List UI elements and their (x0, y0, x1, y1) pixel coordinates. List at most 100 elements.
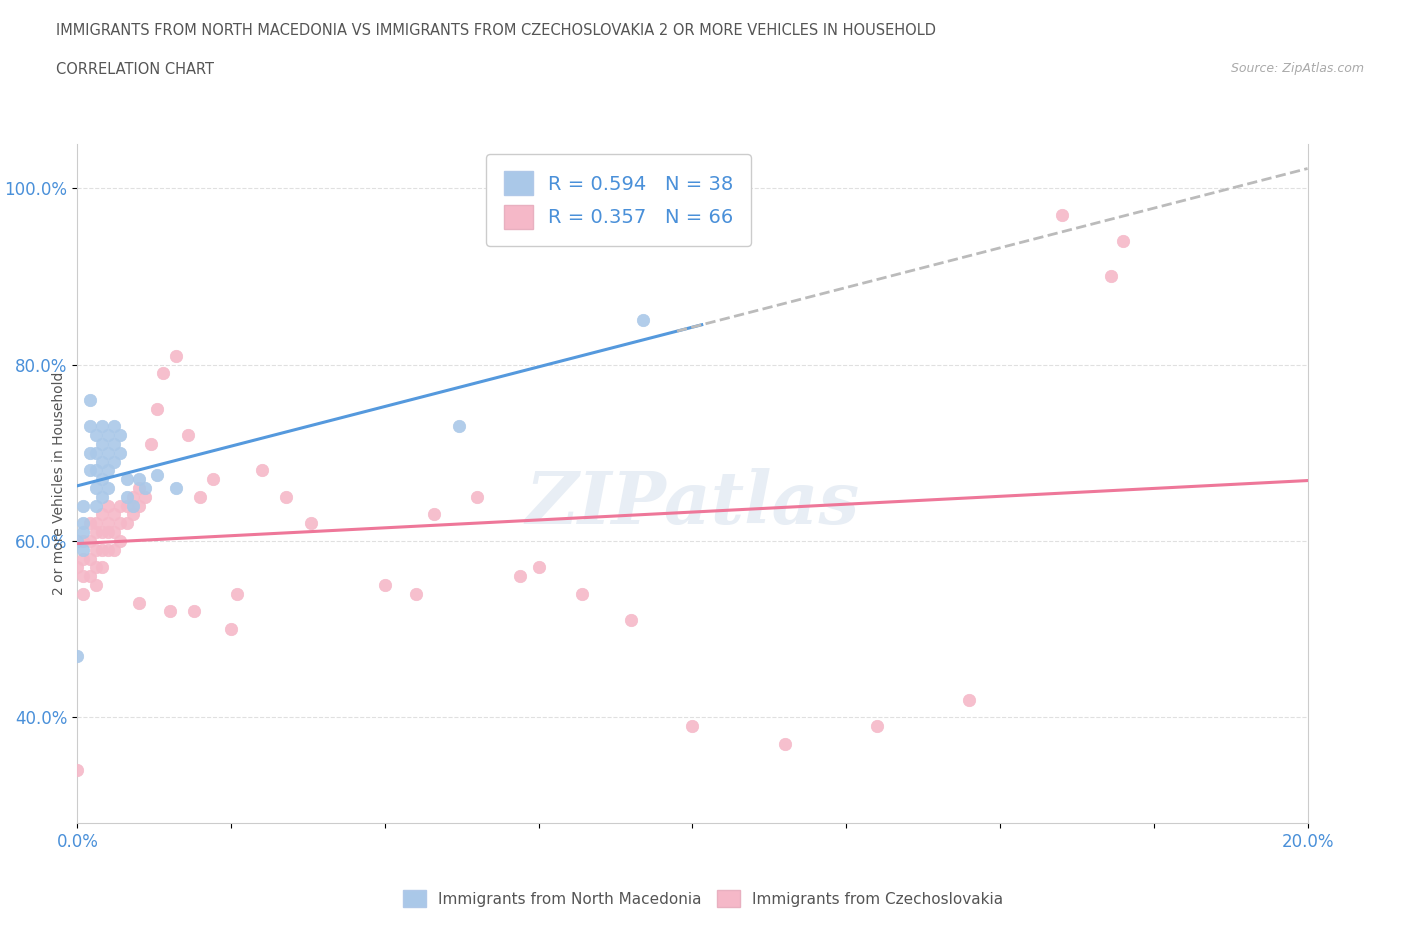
Point (110, 445, 132, 460)
Point (103, 436, 125, 451)
Point (188, 489, 212, 504)
Point (90, 454, 114, 469)
Point (66, 560, 89, 575)
Point (405, 587, 427, 602)
Point (97, 445, 120, 460)
Point (72, 587, 94, 602)
Point (226, 587, 249, 602)
Point (79, 463, 101, 478)
Point (159, 604, 181, 618)
Point (79, 392, 101, 407)
Point (66, 648, 89, 663)
Text: CORRELATION CHART: CORRELATION CHART (56, 62, 214, 77)
Point (115, 489, 138, 504)
Point (79, 516, 101, 531)
Point (115, 516, 138, 531)
Point (84, 463, 107, 478)
Point (97, 525, 120, 539)
Point (276, 489, 298, 504)
Point (682, 719, 704, 734)
Point (110, 428, 132, 443)
Point (1099, 269, 1122, 284)
Point (571, 587, 593, 602)
Point (374, 578, 396, 592)
Legend: R = 0.594   N = 38, R = 0.357   N = 66: R = 0.594 N = 38, R = 0.357 N = 66 (486, 153, 751, 246)
Point (183, 604, 205, 618)
Point (84, 498, 107, 513)
Point (121, 507, 143, 522)
Point (620, 613, 643, 628)
Point (84, 481, 107, 496)
Point (177, 428, 200, 443)
Point (110, 498, 132, 513)
Point (90, 525, 114, 539)
Point (152, 365, 174, 380)
Point (97, 542, 120, 557)
Point (121, 498, 143, 513)
Point (90, 472, 114, 486)
Point (84, 428, 107, 443)
Point (219, 621, 242, 636)
Point (72, 569, 94, 584)
Point (97, 463, 120, 478)
Point (115, 472, 138, 486)
Point (97, 428, 120, 443)
Point (90, 489, 114, 504)
Point (97, 481, 120, 496)
Point (134, 481, 156, 496)
Point (97, 498, 120, 513)
Point (84, 542, 107, 557)
Point (84, 445, 107, 460)
Point (79, 569, 101, 584)
Point (146, 468, 169, 483)
Point (1050, 207, 1073, 222)
Point (134, 489, 156, 504)
Point (79, 418, 101, 433)
Legend: Immigrants from North Macedonia, Immigrants from Czechoslovakia: Immigrants from North Macedonia, Immigra… (396, 884, 1010, 913)
Point (103, 507, 125, 522)
Point (423, 507, 446, 522)
Text: ZIPatlas: ZIPatlas (526, 469, 859, 539)
Point (465, 489, 488, 504)
Y-axis label: 2 or more Vehicles in Household: 2 or more Vehicles in Household (52, 372, 66, 595)
Point (72, 498, 94, 513)
Point (103, 542, 125, 557)
Point (79, 534, 101, 549)
Point (110, 516, 132, 531)
Point (72, 551, 94, 566)
Point (957, 692, 980, 707)
Point (299, 516, 322, 531)
Point (121, 489, 143, 504)
Point (97, 516, 120, 531)
Point (527, 560, 550, 575)
Point (509, 569, 531, 584)
Point (128, 481, 150, 496)
Point (110, 534, 132, 549)
Point (128, 498, 150, 513)
Point (165, 349, 187, 364)
Point (141, 436, 163, 451)
Point (165, 481, 187, 496)
Point (90, 418, 114, 433)
Point (90, 560, 114, 575)
Point (128, 595, 150, 610)
Text: IMMIGRANTS FROM NORTH MACEDONIA VS IMMIGRANTS FROM CZECHOSLOVAKIA 2 OR MORE VEHI: IMMIGRANTS FROM NORTH MACEDONIA VS IMMIG… (56, 23, 936, 38)
Point (79, 551, 101, 566)
Point (1112, 233, 1135, 248)
Point (84, 525, 107, 539)
Point (866, 719, 889, 734)
Point (146, 401, 169, 416)
Point (72, 534, 94, 549)
Point (250, 463, 273, 478)
Point (72, 525, 94, 539)
Point (90, 542, 114, 557)
Point (773, 737, 796, 751)
Point (72, 542, 94, 557)
Point (66, 534, 89, 549)
Point (128, 472, 150, 486)
Point (79, 445, 101, 460)
Point (72, 516, 94, 531)
Point (90, 436, 114, 451)
Point (103, 418, 125, 433)
Point (66, 763, 89, 777)
